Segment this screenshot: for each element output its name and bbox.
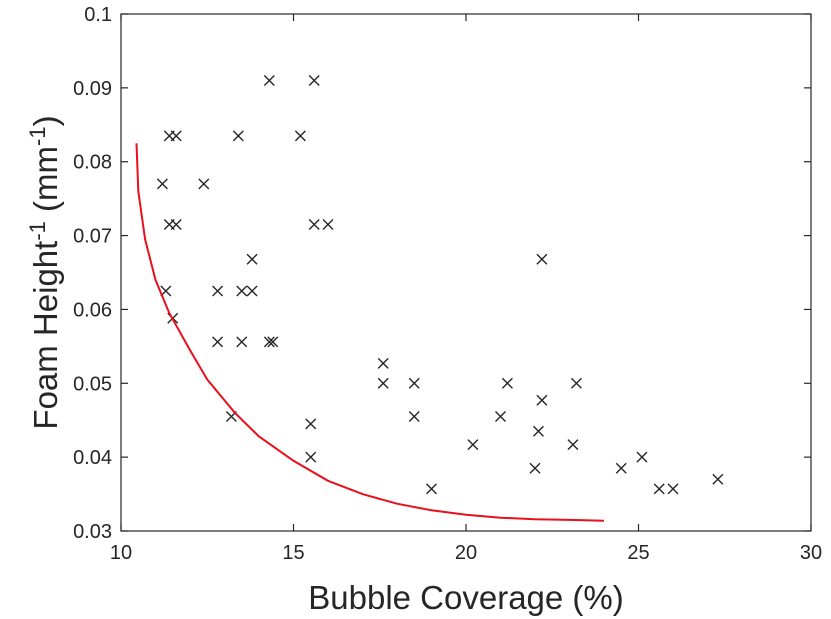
data-point xyxy=(246,253,258,265)
data-point xyxy=(308,218,320,230)
data-point xyxy=(408,411,420,423)
x-tick-label: 10 xyxy=(110,542,132,564)
data-point xyxy=(305,451,317,463)
data-point xyxy=(322,218,334,230)
y-axis-label-main: Foam Height xyxy=(27,241,64,430)
data-point xyxy=(667,483,679,495)
data-point xyxy=(615,462,627,474)
y-tick-label: 0.08 xyxy=(73,152,112,174)
data-point xyxy=(408,377,420,389)
data-point xyxy=(308,74,320,86)
y-axis-label-unit: (mm xyxy=(27,146,64,221)
data-point xyxy=(636,451,648,463)
data-point xyxy=(267,336,279,348)
data-point xyxy=(232,130,244,142)
y-tick-label: 0.03 xyxy=(73,521,112,543)
x-axis-label: Bubble Coverage (%) xyxy=(308,579,624,616)
data-point xyxy=(198,178,210,190)
data-point xyxy=(263,74,275,86)
data-point xyxy=(377,357,389,369)
data-point xyxy=(653,483,665,495)
data-point xyxy=(212,285,224,297)
data-point xyxy=(305,418,317,430)
fit-curve xyxy=(135,143,605,522)
y-axis-label: Foam Height-1 (mm-1) xyxy=(25,115,65,429)
data-point xyxy=(495,411,506,423)
data-point xyxy=(570,377,582,389)
x-tick-label: 20 xyxy=(455,542,477,564)
data-point xyxy=(467,439,479,451)
data-point xyxy=(263,336,275,348)
data-point xyxy=(212,336,224,348)
x-tick-label: 15 xyxy=(282,542,304,564)
data-point xyxy=(501,377,513,389)
y-tick-label: 0.07 xyxy=(73,226,112,248)
axis-ticks: 10 15 20 25 30 0.03 0.04 0.05 0.06 0.07 0.08 0.09 0.… xyxy=(73,4,822,564)
y-tick-label: 0.05 xyxy=(73,373,112,395)
x-tick-label: 25 xyxy=(627,542,649,564)
data-point xyxy=(236,336,248,348)
y-tick-label: 0.09 xyxy=(73,78,112,100)
data-point xyxy=(426,483,437,495)
plot-frame xyxy=(120,13,812,532)
data-point xyxy=(536,253,548,265)
data-point xyxy=(567,439,579,451)
data-point xyxy=(536,394,548,406)
data-point xyxy=(156,178,168,190)
data-point xyxy=(377,377,389,389)
data-point xyxy=(170,218,182,230)
y-axis-label-unit-sup: -1 xyxy=(25,126,50,146)
data-point xyxy=(532,425,544,437)
x-tick-label: 30 xyxy=(800,542,822,564)
y-tick-label: 0.1 xyxy=(84,4,112,26)
plot-marks xyxy=(135,74,724,522)
y-axis-label-sup: -1 xyxy=(25,221,50,241)
data-point xyxy=(712,473,724,485)
y-tick-label: 0.04 xyxy=(73,447,112,469)
data-point xyxy=(236,285,248,297)
y-tick-label: 0.06 xyxy=(73,299,112,321)
data-point xyxy=(529,462,541,474)
data-point xyxy=(294,130,306,142)
data-point xyxy=(246,285,258,297)
y-axis-label-close: ) xyxy=(27,115,64,126)
data-point xyxy=(170,130,182,142)
